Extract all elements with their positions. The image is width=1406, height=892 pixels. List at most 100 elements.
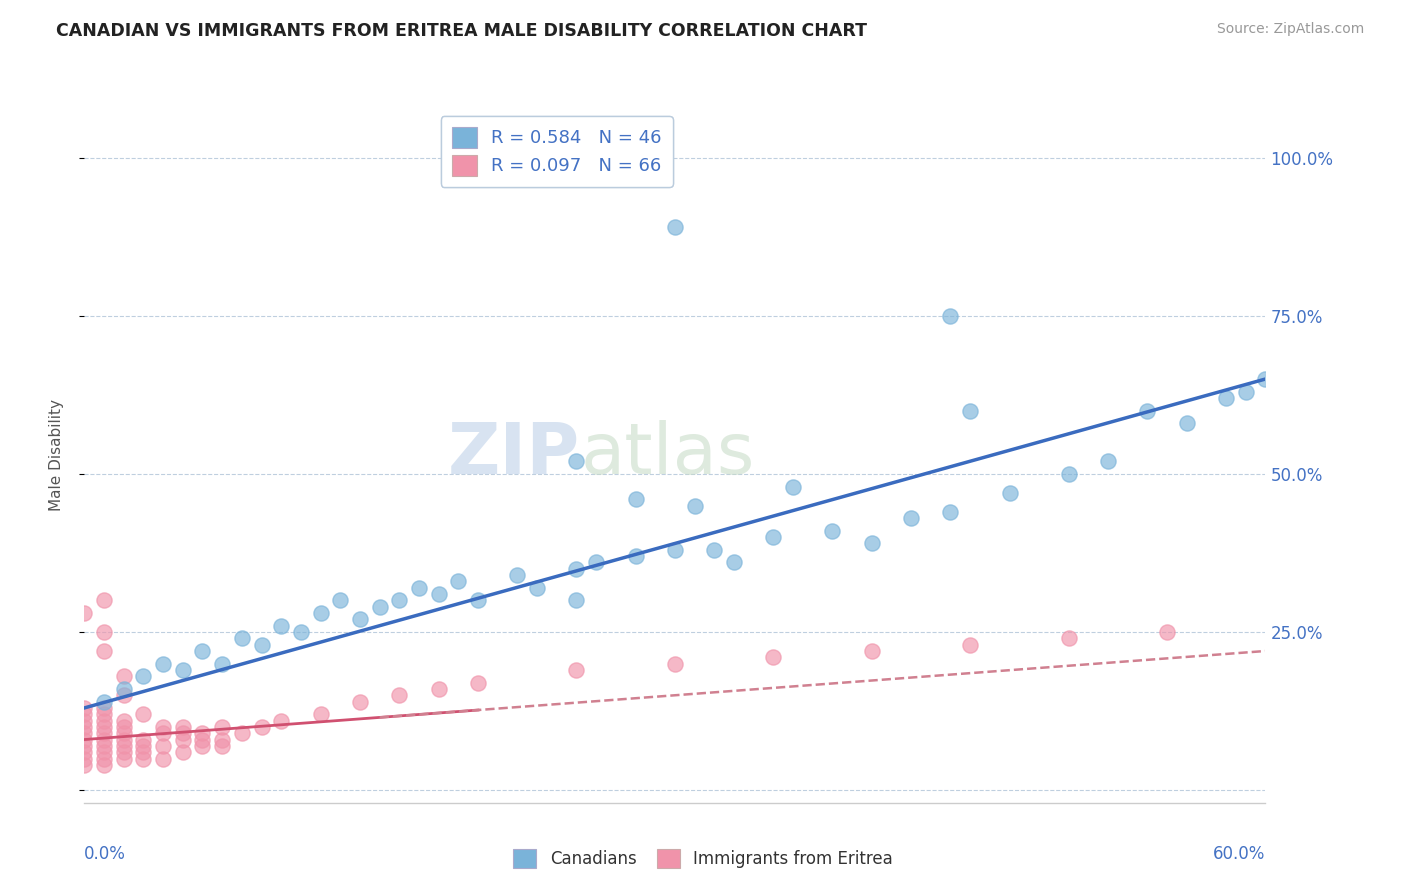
Point [664, 657, 686, 671]
Text: Source: ZipAtlas.com: Source: ZipAtlas.com [1216, 22, 1364, 37]
Point [93, 714, 115, 728]
Point [683, 499, 706, 513]
Point [723, 556, 745, 570]
Point [211, 732, 233, 747]
Point [231, 726, 253, 740]
Point [73, 606, 96, 620]
Point [506, 568, 529, 582]
Text: ZIP: ZIP [449, 420, 581, 490]
Point [1254, 372, 1277, 386]
Point [1175, 417, 1198, 431]
Point [191, 644, 214, 658]
Point [624, 549, 647, 563]
Text: 60.0%: 60.0% [1213, 845, 1265, 863]
Point [408, 581, 430, 595]
Point [959, 638, 981, 652]
Point [132, 739, 155, 753]
Point [152, 726, 174, 740]
Point [821, 524, 844, 538]
Point [1215, 391, 1237, 405]
Text: atlas: atlas [581, 420, 755, 490]
Point [467, 593, 489, 607]
Point [231, 632, 253, 646]
Point [191, 726, 214, 740]
Point [73, 757, 96, 772]
Point [368, 599, 391, 614]
Point [762, 650, 785, 665]
Point [112, 669, 135, 683]
Point [349, 612, 371, 626]
Point [664, 220, 686, 235]
Point [132, 751, 155, 765]
Point [270, 714, 292, 728]
Point [939, 309, 962, 323]
Legend: Canadians, Immigrants from Eritrea: Canadians, Immigrants from Eritrea [506, 842, 900, 875]
Point [447, 574, 470, 589]
Point [309, 707, 332, 722]
Point [624, 492, 647, 507]
Point [998, 486, 1021, 500]
Point [152, 720, 174, 734]
Point [565, 593, 588, 607]
Point [152, 739, 174, 753]
Point [467, 675, 489, 690]
Point [93, 726, 115, 740]
Point [250, 720, 273, 734]
Point [112, 681, 135, 696]
Point [93, 745, 115, 759]
Point [250, 638, 273, 652]
Point [211, 720, 233, 734]
Point [73, 745, 96, 759]
Point [1136, 403, 1159, 417]
Y-axis label: Male Disability: Male Disability [49, 399, 63, 511]
Point [112, 714, 135, 728]
Point [1057, 467, 1080, 481]
Point [427, 587, 450, 601]
Point [112, 745, 135, 759]
Point [112, 751, 135, 765]
Point [73, 739, 96, 753]
Point [73, 720, 96, 734]
Point [565, 663, 588, 677]
Point [93, 625, 115, 640]
Point [211, 739, 233, 753]
Point [73, 751, 96, 765]
Point [112, 688, 135, 702]
Point [93, 732, 115, 747]
Point [172, 726, 194, 740]
Point [112, 720, 135, 734]
Point [388, 593, 411, 607]
Point [270, 618, 292, 632]
Point [93, 757, 115, 772]
Point [1234, 384, 1257, 399]
Point [664, 542, 686, 557]
Point [526, 581, 548, 595]
Point [93, 739, 115, 753]
Text: 0.0%: 0.0% [84, 845, 127, 863]
Point [860, 536, 883, 550]
Point [93, 720, 115, 734]
Point [388, 688, 411, 702]
Point [211, 657, 233, 671]
Point [112, 739, 135, 753]
Point [73, 732, 96, 747]
Point [93, 644, 115, 658]
Point [900, 511, 922, 525]
Point [565, 454, 588, 468]
Point [1156, 625, 1178, 640]
Point [172, 663, 194, 677]
Point [93, 695, 115, 709]
Point [959, 403, 981, 417]
Point [132, 745, 155, 759]
Point [703, 542, 725, 557]
Point [93, 707, 115, 722]
Point [565, 562, 588, 576]
Point [93, 701, 115, 715]
Point [172, 745, 194, 759]
Point [73, 726, 96, 740]
Point [73, 714, 96, 728]
Point [152, 751, 174, 765]
Point [191, 739, 214, 753]
Point [585, 556, 607, 570]
Point [309, 606, 332, 620]
